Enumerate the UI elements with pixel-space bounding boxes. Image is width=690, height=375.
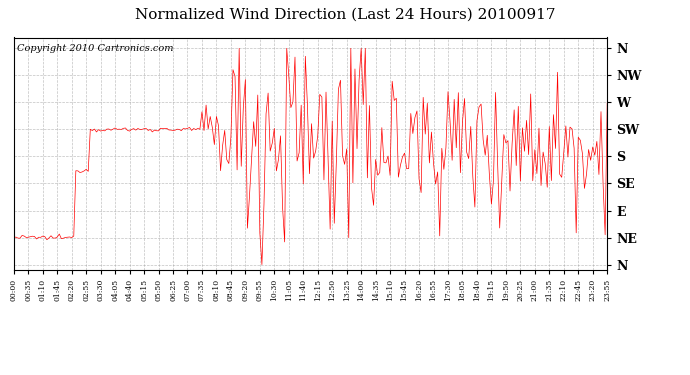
Text: Copyright 2010 Cartronics.com: Copyright 2010 Cartronics.com [17,45,173,54]
Text: Normalized Wind Direction (Last 24 Hours) 20100917: Normalized Wind Direction (Last 24 Hours… [135,8,555,21]
